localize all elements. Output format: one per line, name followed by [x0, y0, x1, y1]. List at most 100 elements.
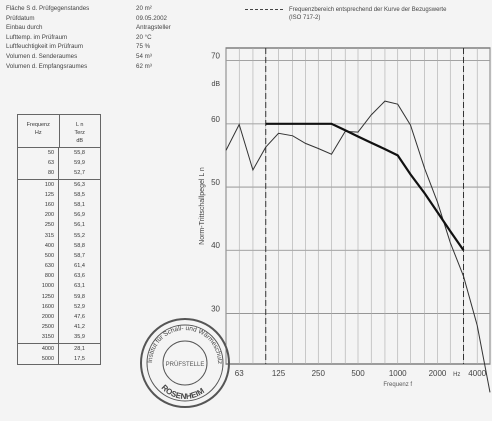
table-row: 500 58,7 — [18, 250, 100, 262]
table-row: 5000 17,5 — [18, 353, 100, 364]
cell-level: 58,1 — [74, 201, 85, 208]
cell-level: 59,8 — [74, 293, 85, 300]
x-tick-label: 500 — [351, 369, 365, 378]
cell-level: 63,1 — [74, 283, 85, 290]
info-label: Prüfdatum — [6, 14, 35, 22]
cell-frequency: 63 — [18, 158, 60, 169]
x-axis-label: Frequenz f — [383, 382, 412, 388]
cell-level: 63,6 — [74, 273, 85, 280]
info-value: 09.05.2002 — [136, 14, 167, 22]
cell-level: 52,7 — [74, 170, 85, 177]
table-row: 4000 28,1 — [18, 342, 100, 354]
cell-frequency: 4000 — [18, 343, 60, 354]
legend-text: Frequenzbereich entsprechend der Kurve d… — [289, 7, 447, 21]
cell-frequency: 1250 — [18, 291, 60, 302]
chart-svg: 30 40 50 60 70 dB 63 125 250 500 1000 2000 4000 Hz Fre… — [199, 47, 491, 393]
y-tick-label: 60 — [211, 115, 220, 124]
cell-frequency: 3150 — [18, 332, 60, 343]
stamp-text-top: Institut für Schall- und Wärmeschutz — [147, 325, 223, 364]
y-tick-label: 30 — [211, 304, 220, 313]
header-level-unit: dB — [76, 138, 84, 144]
stamp-center: PRÜFSTELLE — [166, 361, 205, 368]
info-label: Volumen d. Empfangsraumes — [6, 62, 88, 70]
cell-frequency: 630 — [18, 261, 60, 272]
cell-frequency: 80 — [18, 168, 60, 179]
table-body: 50 55,8 63 59,9 80 52,7 100 56,3 125 58,5 160 58,1 2… — [17, 148, 101, 365]
cell-frequency: 160 — [18, 199, 60, 211]
header-level-label: L n — [76, 122, 84, 128]
info-label: Fläche S d. Prüfgegenstandes — [6, 5, 90, 12]
cell-level: 56,1 — [74, 222, 85, 229]
measured-curve — [225, 100, 491, 393]
info-row: Volumen d. Senderaumes 54 m³ — [6, 52, 196, 62]
cell-level: 41,2 — [74, 324, 85, 331]
table-row: 200 56,9 — [18, 210, 100, 221]
cell-level: 59,9 — [74, 160, 85, 167]
table-row: 80 52,7 — [18, 168, 100, 179]
x-tick-label: 250 — [312, 369, 326, 378]
info-label: Lufttemp. im Prüfraum — [6, 33, 68, 41]
info-row: Lufttemp. im Prüfraum 20 °C — [6, 33, 196, 43]
table-header: Frequenz Hz L n Terz dB — [17, 114, 101, 148]
cell-level: 28,1 — [74, 345, 85, 352]
info-value: 75 % — [136, 43, 151, 51]
cell-frequency: 1600 — [18, 301, 60, 312]
chart-legend: Frequenzbereich entsprechend der Kurve d… — [245, 6, 449, 22]
cell-level: 55,2 — [74, 232, 85, 239]
cell-level: 58,5 — [74, 191, 85, 198]
test-info-block: Fläche S d. Prüfgegenstandes 20 m² Prüfdat… — [6, 4, 196, 71]
cell-frequency: 500 — [18, 250, 60, 262]
y-axis-label: Norm-Trittschallpegel L n — [199, 167, 206, 245]
cell-level: 56,9 — [74, 212, 85, 219]
header-frequency-unit: Hz — [34, 130, 42, 136]
cell-frequency: 200 — [18, 210, 60, 221]
y-tick-label: 70 — [211, 52, 220, 61]
table-row: 1000 63,1 — [18, 281, 100, 292]
info-value: 20 m² — [136, 5, 152, 12]
cell-frequency: 50 — [18, 148, 60, 159]
info-value: 54 m³ — [136, 52, 152, 60]
frequency-table: Frequenz Hz L n Terz dB 50 55,8 63 59,9 80 52,7 1… — [17, 114, 101, 365]
x-tick-label: 2000 — [429, 369, 447, 378]
cell-frequency: 250 — [18, 220, 60, 231]
info-value: 20 °C — [136, 33, 152, 41]
table-row: 1250 59,8 — [18, 291, 100, 302]
table-row: 250 56,1 — [18, 220, 100, 231]
certification-stamp: Institut für Schall- und Wärmeschutz ROS… — [138, 316, 232, 410]
cell-frequency: 100 — [18, 179, 60, 190]
cell-level: 35,9 — [74, 334, 85, 341]
table-row: 50 55,8 — [18, 148, 100, 159]
cell-level: 61,4 — [74, 263, 85, 270]
table-row: 3150 35,9 — [18, 332, 100, 343]
info-value: Antragsteller — [136, 24, 171, 32]
info-value: 62 m³ — [136, 62, 152, 70]
cell-frequency: 1000 — [18, 281, 60, 292]
svg-text:Institut für Schall- und Wärme: Institut für Schall- und Wärmeschutz — [147, 325, 223, 364]
x-tick-label: 125 — [272, 369, 286, 378]
table-row: 160 58,1 — [18, 199, 100, 211]
x-tick-label: 4000 — [468, 369, 486, 378]
table-row: 125 58,5 — [18, 189, 100, 200]
info-row: Volumen d. Empfangsraumes 62 m³ — [6, 62, 196, 72]
x-tick-label: 63 — [235, 369, 244, 378]
header-level: L n Terz dB — [60, 115, 101, 147]
chart: 30 40 50 60 70 dB 63 125 250 500 1000 2000 4000 Hz Fre… — [190, 34, 492, 421]
table-row: 2500 41,2 — [18, 322, 100, 333]
table-row: 63 59,9 — [18, 158, 100, 169]
cell-level: 47,6 — [74, 314, 85, 320]
cell-level: 17,5 — [74, 355, 85, 362]
info-label: Einbau durch — [6, 24, 43, 32]
info-label: Luftfeuchtigkeit im Prüfraum — [6, 43, 84, 51]
info-row: Fläche S d. Prüfgegenstandes 20 m² — [6, 4, 196, 14]
cell-frequency: 400 — [18, 240, 60, 251]
y-unit-label: dB — [211, 81, 220, 88]
cell-level: 58,7 — [74, 252, 85, 259]
table-row: 315 55,2 — [18, 230, 100, 241]
table-row: 2000 47,6 — [18, 312, 100, 323]
cell-level: 52,9 — [74, 303, 85, 310]
cell-frequency: 5000 — [18, 353, 60, 364]
cell-frequency: 2500 — [18, 322, 60, 333]
reference-curve — [265, 122, 465, 251]
cell-level: 58,8 — [74, 242, 85, 249]
info-label: Volumen d. Senderaumes — [6, 52, 78, 60]
